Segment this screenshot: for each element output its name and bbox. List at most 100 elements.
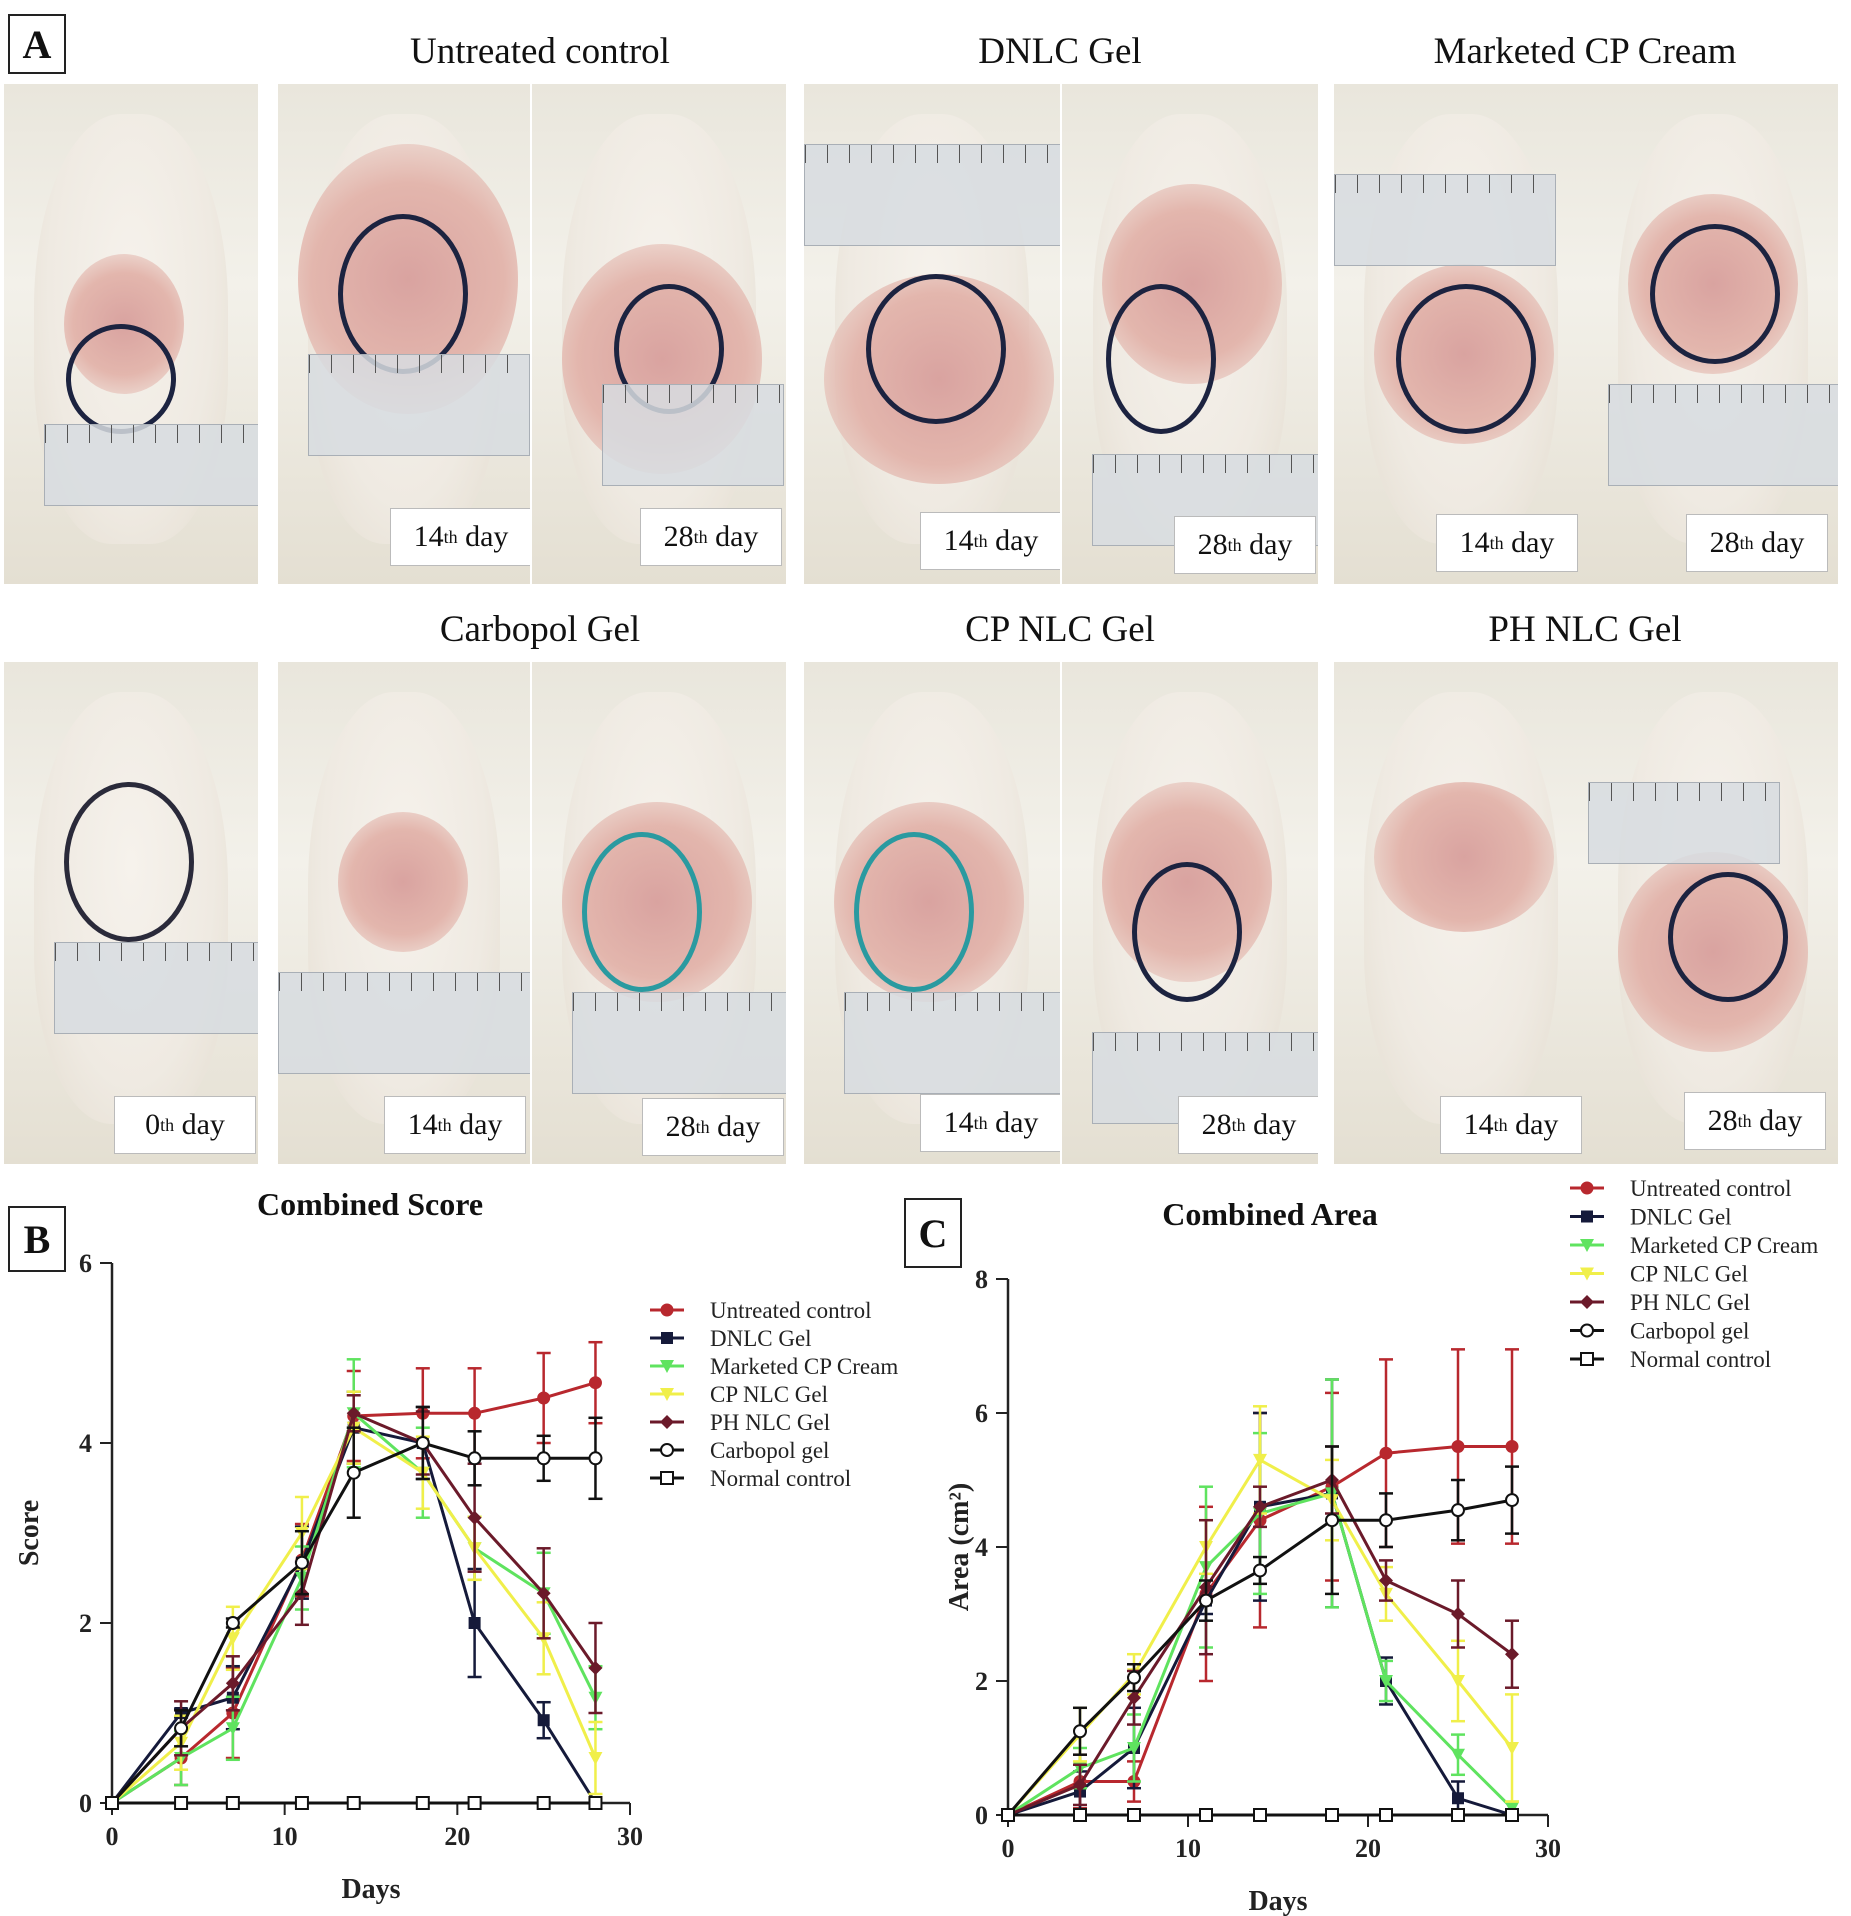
chart-c-point-untreated (1505, 1440, 1519, 1453)
chart-c-y-label: Area (cm²) (944, 1483, 975, 1611)
chart-b-title: Combined Score (256, 1186, 484, 1222)
chart-b-legend-marker (661, 1332, 673, 1344)
panel-c-label: C (904, 1198, 962, 1268)
chart-b-point-phnlc (536, 1586, 551, 1601)
chart-c-legend-marker (1580, 1352, 1594, 1366)
chart-b-point-phnlc (225, 1676, 240, 1691)
chart-b: 0 10 20 30 0 2 4 6 Days Score Untreated control DNL… (14, 1249, 898, 1905)
chart-c-point-cpnlc (1253, 1453, 1267, 1467)
chart-b-point-normal (588, 1796, 603, 1810)
chart-c-y-tick-label: 6 (975, 1399, 988, 1428)
chart-b-legend-label: CP NLC Gel (710, 1382, 828, 1407)
chart-c-point-untreated (1379, 1446, 1393, 1460)
chart-c-point-normal (1505, 1808, 1519, 1822)
chart-b-point-normal (225, 1796, 240, 1810)
chart-b-x-tick-label: 20 (444, 1822, 470, 1851)
chart-b-point-carbopol (536, 1451, 551, 1466)
chart-b-legend-marker (660, 1303, 674, 1317)
chart-c-legend-label: DNLC Gel (1630, 1205, 1732, 1230)
panel-b-label: B (8, 1206, 66, 1272)
chart-b-point-normal (346, 1796, 361, 1810)
chart-c-point-dnlc (1452, 1792, 1464, 1805)
chart-c-x-tick-label: 30 (1535, 1834, 1561, 1863)
chart-b-point-cpnlc (225, 1632, 240, 1646)
chart-b-point-cpnlc (588, 1752, 603, 1765)
chart-c-legend-label: Untreated control (1630, 1176, 1792, 1201)
chart-c-point-phnlc (1379, 1573, 1393, 1588)
chart-b-legend-label: Marketed CP Cream (710, 1354, 898, 1379)
chart-c-series-normal (1001, 1808, 1519, 1822)
chart-c-point-normal (1253, 1808, 1267, 1822)
chart-c-x-tick-label: 0 (1002, 1834, 1015, 1863)
chart-c: 0 10 20 30 0 2 4 6 8 Days Area (cm²) Untreated cont… (944, 1176, 1818, 1916)
chart-b-point-phnlc (588, 1661, 603, 1675)
chart-b-legend-marker (660, 1471, 674, 1485)
chart-c-point-normal (1199, 1808, 1213, 1822)
chart-c-point-marketed (1127, 1742, 1141, 1755)
chart-c-point-normal (1001, 1808, 1015, 1822)
chart-c-point-untreated (1451, 1440, 1465, 1453)
chart-c-point-carbopol (1325, 1513, 1339, 1528)
chart-b-point-normal (467, 1796, 482, 1810)
chart-b-legend-marker (660, 1443, 674, 1457)
group-title-carbopol: Carbopol Gel (439, 609, 641, 650)
chart-c-series-carbopol (1001, 1445, 1519, 1822)
chart-c-x-tick-label: 20 (1355, 1834, 1381, 1863)
chart-b-point-carbopol (415, 1436, 430, 1450)
chart-b-y-tick-label: 0 (79, 1789, 92, 1818)
chart-c-point-carbopol (1127, 1670, 1141, 1685)
chart-b-x-tick-label: 30 (617, 1822, 643, 1851)
chart-b-point-dnlc (468, 1617, 481, 1629)
chart-c-legend-label: CP NLC Gel (1630, 1262, 1748, 1287)
chart-b-point-phnlc (346, 1406, 361, 1421)
chart-c-point-normal (1451, 1808, 1465, 1822)
chart-c-point-phnlc (1253, 1499, 1267, 1514)
chart-b-point-untreated (537, 1391, 551, 1405)
chart-c-legend-label: Normal control (1630, 1347, 1771, 1372)
chart-c-legend-label: PH NLC Gel (1630, 1290, 1750, 1315)
chart-c-point-cpnlc (1451, 1675, 1465, 1688)
chart-c-y-tick-label: 8 (975, 1265, 988, 1294)
chart-b-series-normal (105, 1796, 603, 1810)
chart-c-legend-marker (1581, 1210, 1593, 1223)
chart-b-point-carbopol (174, 1721, 189, 1736)
chart-c-point-normal (1073, 1808, 1087, 1822)
group-title-untreated: Untreated control (410, 31, 670, 72)
chart-c-legend-marker (1580, 1295, 1594, 1309)
chart-b-point-normal (536, 1796, 551, 1810)
group-title-marketed: Marketed CP Cream (1433, 31, 1737, 72)
chart-b-point-carbopol (588, 1451, 603, 1466)
chart-c-point-cpnlc (1505, 1742, 1519, 1755)
chart-b-x-label: Days (341, 1874, 400, 1905)
chart-c-point-phnlc (1451, 1607, 1465, 1621)
chart-b-point-normal (105, 1796, 119, 1810)
chart-c-y-tick-label: 0 (975, 1801, 988, 1830)
chart-c-point-phnlc (1505, 1647, 1519, 1662)
chart-b-point-normal (174, 1796, 189, 1810)
chart-c-point-phnlc (1127, 1690, 1141, 1705)
group-title-cpnlc: CP NLC Gel (965, 609, 1155, 650)
group-title-phnlc: PH NLC Gel (1488, 609, 1682, 650)
chart-b-y-tick-label: 6 (79, 1249, 92, 1278)
chart-b-legend-label: PH NLC Gel (710, 1410, 830, 1435)
chart-b-legend-label: Carbopol gel (710, 1438, 829, 1463)
chart-b-point-carbopol (346, 1465, 361, 1480)
